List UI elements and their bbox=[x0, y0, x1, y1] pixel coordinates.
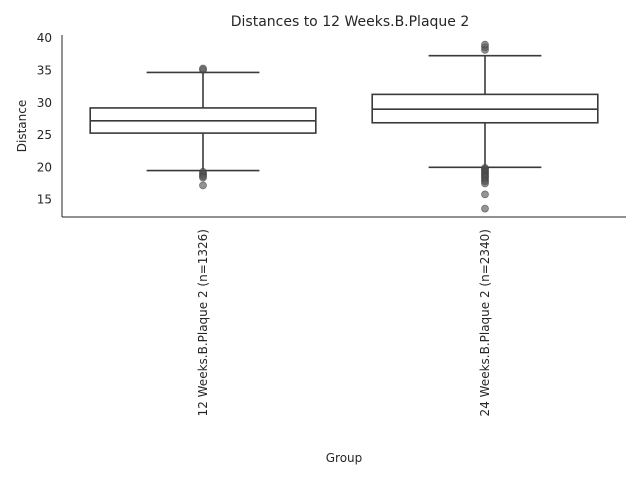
y-axis-ticks: 15 20 25 30 35 40 bbox=[37, 31, 52, 206]
x-axis-ticks: 12 Weeks.B.Plaque 2 (n=1326) 24 Weeks.B.P… bbox=[196, 229, 492, 416]
outlier-point bbox=[199, 181, 207, 190]
y-tick-label: 25 bbox=[37, 128, 52, 142]
x-tick-label: 12 Weeks.B.Plaque 2 (n=1326) bbox=[196, 229, 210, 416]
x-axis-label: Group bbox=[326, 451, 363, 465]
chart-title: Distances to 12 Weeks.B.Plaque 2 bbox=[231, 14, 470, 30]
box-group bbox=[89, 64, 317, 190]
outlier-point bbox=[199, 173, 207, 182]
outlier-point bbox=[481, 190, 489, 199]
box-series bbox=[89, 40, 599, 213]
y-tick-label: 35 bbox=[37, 63, 52, 77]
y-tick-label: 15 bbox=[37, 193, 52, 207]
y-tick-label: 20 bbox=[37, 160, 52, 174]
outlier-point bbox=[481, 40, 489, 49]
y-tick-label: 40 bbox=[37, 31, 52, 45]
x-tick-label: 24 Weeks.B.Plaque 2 (n=2340) bbox=[478, 229, 492, 416]
y-tick-label: 30 bbox=[37, 96, 52, 110]
y-axis-label: Distance bbox=[15, 100, 29, 152]
outlier-point bbox=[481, 179, 489, 188]
box-group bbox=[371, 40, 599, 213]
outlier-point bbox=[481, 204, 489, 213]
outlier-point bbox=[199, 64, 207, 73]
